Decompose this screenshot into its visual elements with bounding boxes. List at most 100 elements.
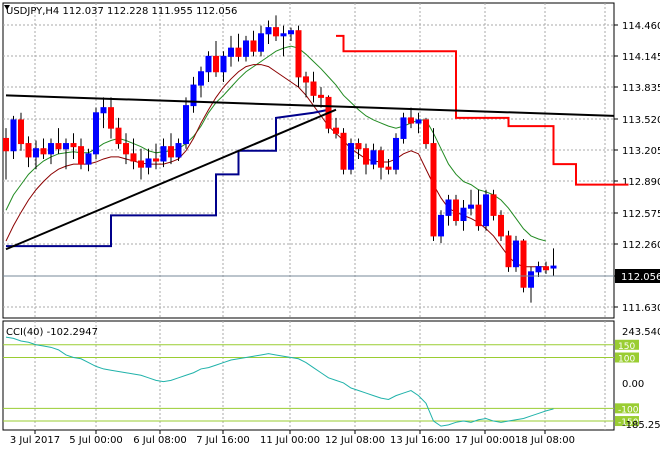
cci-level-box: [615, 352, 639, 363]
candle[interactable]: [318, 87, 324, 108]
candle[interactable]: [258, 25, 264, 57]
candle[interactable]: [220, 51, 227, 83]
cci-header: CCI(40) -102.2947: [6, 327, 98, 338]
candle[interactable]: [243, 35, 249, 62]
candle[interactable]: [3, 128, 9, 180]
candle[interactable]: [340, 128, 347, 175]
candle[interactable]: [483, 189, 489, 231]
candle-body: [168, 146, 174, 158]
candle-body: [483, 194, 489, 227]
candle[interactable]: [310, 71, 317, 103]
candle[interactable]: [93, 107, 99, 159]
candle[interactable]: [228, 35, 234, 67]
candle-body: [543, 266, 549, 271]
candle[interactable]: [288, 27, 294, 41]
candle[interactable]: [378, 146, 384, 180]
candle[interactable]: [85, 148, 92, 172]
candle[interactable]: [70, 133, 77, 159]
candle[interactable]: [280, 25, 287, 57]
candle[interactable]: [438, 210, 444, 244]
candle[interactable]: [183, 97, 189, 149]
candle-body: [205, 55, 212, 73]
candle[interactable]: [453, 194, 459, 226]
candle[interactable]: [145, 148, 152, 175]
time-tick-label: 6 Jul 08:00: [133, 435, 187, 446]
candle[interactable]: [78, 138, 84, 170]
candle[interactable]: [475, 189, 482, 231]
candle-body: [423, 119, 429, 145]
candle[interactable]: [40, 138, 47, 159]
candle-body: [348, 143, 354, 170]
candle[interactable]: [460, 200, 467, 231]
candle[interactable]: [273, 15, 279, 41]
candle[interactable]: [48, 138, 54, 165]
candle-body: [190, 84, 197, 107]
candle[interactable]: [115, 117, 122, 149]
candle[interactable]: [355, 138, 362, 159]
candle[interactable]: [430, 128, 437, 242]
candle[interactable]: [550, 248, 557, 277]
candles[interactable]: [3, 15, 557, 303]
candle[interactable]: [385, 158, 392, 175]
candle[interactable]: [198, 66, 204, 98]
candle[interactable]: [400, 112, 407, 144]
candle[interactable]: [160, 138, 167, 168]
candle[interactable]: [205, 51, 212, 83]
candle[interactable]: [10, 115, 17, 159]
trend-line[interactable]: [5, 94, 615, 117]
trend-line[interactable]: [5, 108, 337, 251]
candle[interactable]: [235, 33, 242, 62]
candle[interactable]: [348, 138, 354, 175]
time-tick-label: 7 Jul 16:00: [196, 435, 250, 446]
candle[interactable]: [505, 230, 512, 272]
candle-body: [63, 143, 69, 150]
candle[interactable]: [295, 25, 302, 88]
candle[interactable]: [25, 136, 32, 168]
candle[interactable]: [175, 138, 182, 162]
candle[interactable]: [130, 138, 137, 170]
candle[interactable]: [520, 238, 527, 293]
candle[interactable]: [108, 97, 114, 139]
candle-body: [498, 214, 504, 237]
candle[interactable]: [303, 71, 309, 98]
candle-body: [355, 143, 362, 150]
candle[interactable]: [33, 140, 39, 170]
candle[interactable]: [18, 112, 24, 151]
candle[interactable]: [250, 30, 257, 57]
candle[interactable]: [423, 117, 429, 149]
candle[interactable]: [468, 189, 474, 216]
candle-body: [3, 137, 9, 152]
candle-body: [408, 117, 414, 124]
candle[interactable]: [543, 261, 549, 274]
candle[interactable]: [190, 76, 197, 113]
price-tick-label: 113.520: [622, 115, 660, 126]
candle[interactable]: [265, 20, 272, 45]
candle[interactable]: [528, 266, 534, 303]
candle[interactable]: [535, 261, 542, 277]
candle[interactable]: [415, 112, 422, 134]
candle[interactable]: [333, 117, 339, 139]
candle[interactable]: [408, 107, 414, 129]
time-tick-label: 3 Jul 2017: [10, 435, 60, 446]
candle[interactable]: [213, 40, 219, 77]
candle[interactable]: [153, 143, 159, 170]
candle[interactable]: [513, 235, 519, 272]
candle[interactable]: [138, 148, 144, 180]
candle[interactable]: [363, 143, 369, 175]
candle-body: [340, 132, 347, 170]
candle[interactable]: [55, 128, 62, 154]
candle[interactable]: [498, 210, 504, 242]
trend-lines[interactable]: [5, 94, 615, 251]
candle[interactable]: [100, 97, 107, 129]
candle[interactable]: [63, 138, 69, 170]
candle[interactable]: [393, 133, 399, 175]
candle[interactable]: [123, 133, 129, 165]
candle[interactable]: [168, 133, 174, 165]
candle-body: [100, 107, 107, 114]
collapse-triangle-icon[interactable]: [4, 5, 10, 10]
candle-body: [475, 204, 482, 227]
candle[interactable]: [370, 143, 377, 170]
candle[interactable]: [490, 189, 497, 221]
cci-level-label: 100: [618, 354, 635, 364]
candle[interactable]: [445, 194, 452, 226]
